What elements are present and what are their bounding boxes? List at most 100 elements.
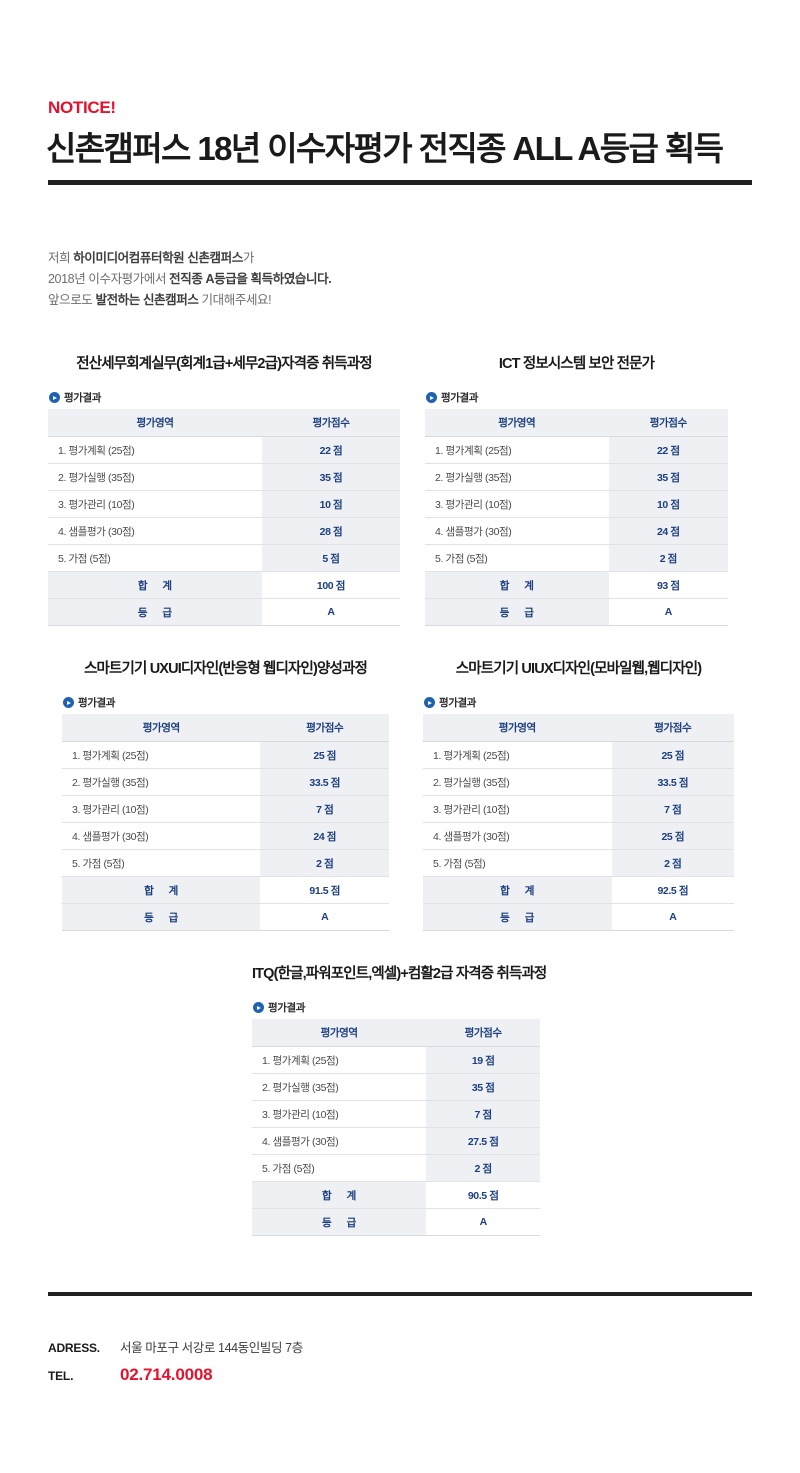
- cell-area: 2. 평가실행 (35점): [48, 463, 262, 491]
- page-title: 신촌캠퍼스 18년 이수자평가 전직종 ALL A등급 획득: [46, 130, 724, 167]
- column-header-score: 평가점수: [611, 714, 734, 742]
- table-row: 3. 평가관리 (10점) 10 점: [425, 490, 728, 518]
- cell-score: 25 점: [611, 741, 734, 769]
- cell-total-label: 합 계: [425, 571, 609, 599]
- course-block-4: ITQ(한글,파워포인트,엑셀)+컴활2급 자격증 취득과정 평가결과 평가영역 평가…: [252, 962, 547, 1236]
- cell-area: 3. 평가관리 (10점): [252, 1100, 427, 1128]
- cell-area: 2. 평가실행 (35점): [423, 768, 612, 796]
- footer-address-row: ADRESS. 서울 마포구 서강로 144동인빌딩 7층: [48, 1337, 303, 1356]
- arrow-right-circle-icon: [424, 697, 435, 708]
- header-divider: [48, 180, 752, 185]
- cell-score: 27.5 점: [426, 1127, 540, 1155]
- intro-line-2: 2018년 이수자평가에서 전직종 A등급을 획득하였습니다.: [48, 269, 332, 290]
- cell-area: 2. 평가실행 (35점): [425, 463, 609, 491]
- cell-score: 24 점: [608, 517, 728, 545]
- cell-total-value: 91.5 점: [260, 876, 389, 904]
- table-row: 4. 샘플평가 (30점) 25 점: [423, 822, 734, 850]
- footer-tel-label: TEL.: [48, 1369, 74, 1383]
- column-header-area: 평가영역: [252, 1019, 427, 1047]
- cell-score: 35 점: [608, 463, 728, 491]
- notice-kicker: NOTICE!: [48, 98, 116, 117]
- cell-area: 1. 평가계획 (25점): [252, 1046, 427, 1074]
- cell-grade-value: A: [261, 598, 400, 626]
- cell-score: 10 점: [261, 490, 400, 518]
- table-row: 5. 가점 (5점) 2 점: [425, 544, 728, 572]
- course-block-0: 전산세무회계실무(회계1급+세무2급)자격증 취득과정 평가결과 평가영역 평가점수 1…: [48, 352, 400, 626]
- cell-total-label: 합 계: [423, 876, 612, 904]
- cell-score: 2 점: [608, 544, 728, 572]
- result-label: 평가결과: [425, 390, 728, 405]
- result-label-text: 평가결과: [441, 392, 479, 404]
- table-row-total: 합 계 91.5 점: [62, 876, 389, 904]
- cell-score: 33.5 점: [260, 768, 389, 796]
- score-table: 평가영역 평가점수 1. 평가계획 (25점) 25 점 2. 평가실행 (35점) 33…: [423, 714, 734, 931]
- course-title: 스마트기기 UIUX디자인(모바일웹,웹디자인): [455, 661, 702, 677]
- intro-line-3-part-2: 발전하는 신촌캠퍼스: [95, 293, 199, 307]
- cell-grade-value: A: [608, 598, 728, 626]
- footer-divider: [48, 1292, 752, 1296]
- cell-score: 19 점: [426, 1046, 540, 1074]
- table-row: 1. 평가계획 (25점) 25 점: [423, 741, 734, 769]
- cell-score: 2 점: [260, 849, 389, 877]
- footer-tel-value[interactable]: 02.714.0008: [120, 1365, 213, 1384]
- column-header-area: 평가영역: [62, 714, 261, 742]
- table-header-row: 평가영역 평가점수: [425, 409, 728, 437]
- cell-area: 1. 평가계획 (25점): [62, 741, 261, 769]
- intro-line-2-part-1: 2018년 이수자평가에서: [48, 272, 170, 286]
- cell-grade-value: A: [611, 903, 734, 931]
- cell-total-value: 92.5 점: [611, 876, 734, 904]
- table-row: 2. 평가실행 (35점) 35 점: [425, 463, 728, 491]
- course-title: ICT 정보시스템 보안 전문가: [498, 356, 655, 372]
- column-header-area: 평가영역: [48, 409, 262, 437]
- arrow-right-circle-icon: [253, 1002, 264, 1013]
- arrow-right-circle-icon: [63, 697, 74, 708]
- cell-area: 1. 평가계획 (25점): [423, 741, 612, 769]
- cell-score: 5 점: [261, 544, 400, 572]
- column-header-area: 평가영역: [425, 409, 609, 437]
- cell-grade-value: A: [426, 1208, 540, 1236]
- cell-grade-label: 등 급: [252, 1208, 427, 1236]
- cell-area: 3. 평가관리 (10점): [423, 795, 612, 823]
- score-table: 평가영역 평가점수 1. 평가계획 (25점) 22 점 2. 평가실행 (35점) 35…: [425, 409, 728, 626]
- column-header-score: 평가점수: [608, 409, 728, 437]
- table-header-row: 평가영역 평가점수: [252, 1019, 540, 1047]
- course-block-1: ICT 정보시스템 보안 전문가 평가결과 평가영역 평가점수 1. 평가계획 (25점…: [425, 352, 728, 626]
- table-row: 4. 샘플평가 (30점) 24 점: [425, 517, 728, 545]
- cell-area: 3. 평가관리 (10점): [48, 490, 262, 518]
- intro-line-3-part-3: 기대해주세요!: [198, 293, 272, 307]
- table-row: 5. 가점 (5점) 2 점: [62, 849, 389, 877]
- cell-score: 7 점: [260, 795, 389, 823]
- table-row: 4. 샘플평가 (30점) 24 점: [62, 822, 389, 850]
- column-header-area: 평가영역: [423, 714, 612, 742]
- table-row: 2. 평가실행 (35점) 33.5 점: [423, 768, 734, 796]
- score-table: 평가영역 평가점수 1. 평가계획 (25점) 19 점 2. 평가실행 (35점) 35…: [252, 1019, 540, 1236]
- cell-grade-value: A: [260, 903, 389, 931]
- table-header-row: 평가영역 평가점수: [48, 409, 400, 437]
- footer-address-value: 서울 마포구 서강로 144동인빌딩 7층: [120, 1341, 303, 1355]
- table-row: 5. 가점 (5점) 2 점: [423, 849, 734, 877]
- course-block-2: 스마트기기 UXUI디자인(반응형 웹디자인)양성과정 평가결과 평가영역 평가점수 1…: [62, 657, 389, 931]
- cell-area: 1. 평가계획 (25점): [48, 436, 262, 464]
- cell-total-value: 93 점: [608, 571, 728, 599]
- cell-grade-label: 등 급: [423, 903, 612, 931]
- result-label-text: 평가결과: [268, 1002, 306, 1014]
- cell-score: 22 점: [261, 436, 400, 464]
- table-row-total: 합 계 93 점: [425, 571, 728, 599]
- cell-area: 5. 가점 (5점): [252, 1154, 427, 1182]
- table-row: 3. 평가관리 (10점) 7 점: [252, 1100, 540, 1128]
- result-label-text: 평가결과: [439, 697, 477, 709]
- cell-area: 4. 샘플평가 (30점): [48, 517, 262, 545]
- footer-tel-row: TEL. 02.714.0008: [48, 1365, 303, 1385]
- table-row: 1. 평가계획 (25점) 22 점: [48, 436, 400, 464]
- table-row: 3. 평가관리 (10점) 7 점: [423, 795, 734, 823]
- cell-score: 33.5 점: [611, 768, 734, 796]
- score-table: 평가영역 평가점수 1. 평가계획 (25점) 22 점 2. 평가실행 (35점) 35…: [48, 409, 400, 626]
- cell-total-label: 합 계: [48, 571, 262, 599]
- table-row: 2. 평가실행 (35점) 35 점: [48, 463, 400, 491]
- column-header-score: 평가점수: [260, 714, 389, 742]
